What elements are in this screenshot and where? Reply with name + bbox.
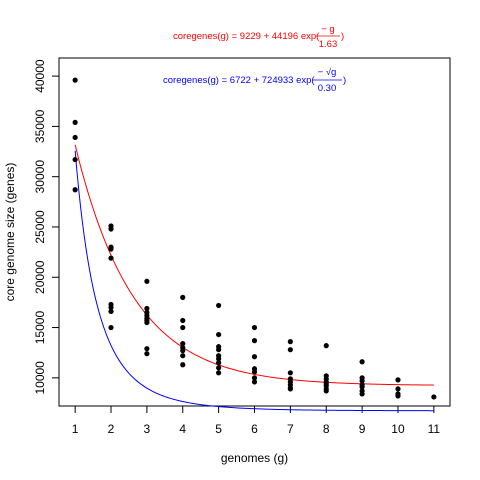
y-tick-label: 25000: [33, 210, 47, 244]
data-point: [395, 393, 401, 399]
data-point: [287, 347, 293, 353]
data-point: [216, 347, 222, 353]
data-point: [72, 134, 78, 141]
data-point: [395, 386, 401, 392]
data-point: [359, 384, 365, 390]
data-point: [216, 370, 222, 376]
data-point: [287, 370, 293, 376]
data-point: [251, 324, 258, 331]
red-equation-lhs: coregenes(g) = 9229 + 44196 exp(: [173, 31, 320, 42]
x-tick-label: 4: [179, 422, 186, 436]
data-point: [216, 356, 222, 362]
y-tick-label: 30000: [33, 160, 47, 194]
blue-fit-equation: coregenes(g) = 6722 + 724933 exp( − √g 0…: [163, 67, 346, 94]
data-point: [144, 305, 150, 312]
x-tick-label: 7: [287, 422, 294, 436]
data-point: [323, 388, 329, 394]
data-point: [251, 354, 258, 360]
data-point: [216, 360, 222, 366]
red-equation-denominator: 1.63: [319, 39, 338, 50]
y-axis: 10000 15000 20000 25000 30000 35000 40000: [33, 59, 60, 395]
data-points: [72, 77, 437, 400]
x-tick-label: 11: [428, 422, 441, 436]
data-point: [108, 308, 114, 315]
y-tick-label: 40000: [33, 59, 47, 93]
data-point: [287, 386, 293, 392]
y-tick-label: 20000: [33, 260, 47, 294]
data-point: [72, 119, 78, 125]
data-point: [251, 338, 258, 344]
data-point: [251, 379, 258, 385]
red-fit-equation: coregenes(g) = 9229 + 44196 exp( − g 1.6…: [173, 24, 344, 50]
data-point: [108, 246, 114, 252]
blue-fit-curve: [74, 150, 434, 412]
data-point: [216, 365, 222, 371]
data-point: [108, 226, 114, 232]
x-tick-label: 5: [215, 422, 222, 436]
data-point: [72, 187, 78, 193]
data-point: [144, 346, 150, 352]
data-point: [180, 341, 186, 347]
x-tick-label: 6: [251, 422, 258, 436]
data-point: [287, 339, 293, 345]
data-point: [216, 331, 222, 338]
y-tick-label: 15000: [33, 311, 47, 345]
data-point: [144, 319, 150, 326]
data-point: [395, 377, 401, 383]
x-tick-label: 3: [144, 422, 151, 436]
x-axis: 1 2 3 4 5 6 7 8 9 10 11: [72, 405, 441, 436]
data-point: [108, 324, 114, 331]
red-equation-numerator: − g: [321, 24, 334, 35]
blue-equation-lhs: coregenes(g) = 6722 + 724933 exp(: [163, 75, 315, 86]
x-tick-label: 8: [323, 422, 330, 436]
data-point: [216, 302, 222, 309]
data-point: [180, 348, 186, 354]
data-point: [251, 369, 258, 375]
blue-equation-close-paren: ): [343, 75, 346, 86]
data-point: [180, 353, 186, 359]
data-point: [72, 77, 78, 83]
y-axis-label: core genome size (genes): [3, 163, 17, 302]
data-point: [180, 324, 186, 331]
data-point: [108, 255, 114, 261]
data-point: [144, 351, 150, 357]
data-point: [431, 394, 437, 400]
x-tick-label: 2: [108, 422, 115, 436]
data-point: [180, 362, 186, 368]
x-tick-label: 10: [391, 422, 405, 436]
data-point: [359, 359, 365, 365]
data-point: [144, 278, 150, 284]
data-point: [323, 343, 329, 349]
data-point: [180, 294, 186, 300]
data-point: [108, 304, 114, 311]
data-point: [359, 378, 365, 384]
x-axis-label: genomes (g): [221, 451, 288, 465]
blue-equation-numerator: − √g: [318, 67, 337, 78]
data-point: [359, 391, 365, 397]
data-point: [72, 156, 78, 163]
data-point: [180, 317, 186, 324]
y-tick-label: 35000: [33, 109, 47, 143]
data-point: [251, 375, 258, 381]
y-tick-label: 10000: [33, 361, 47, 395]
x-tick-label: 9: [359, 422, 366, 436]
red-equation-close-paren: ): [341, 31, 344, 42]
blue-equation-denominator: 0.30: [318, 83, 337, 94]
x-tick-label: 1: [72, 422, 79, 436]
